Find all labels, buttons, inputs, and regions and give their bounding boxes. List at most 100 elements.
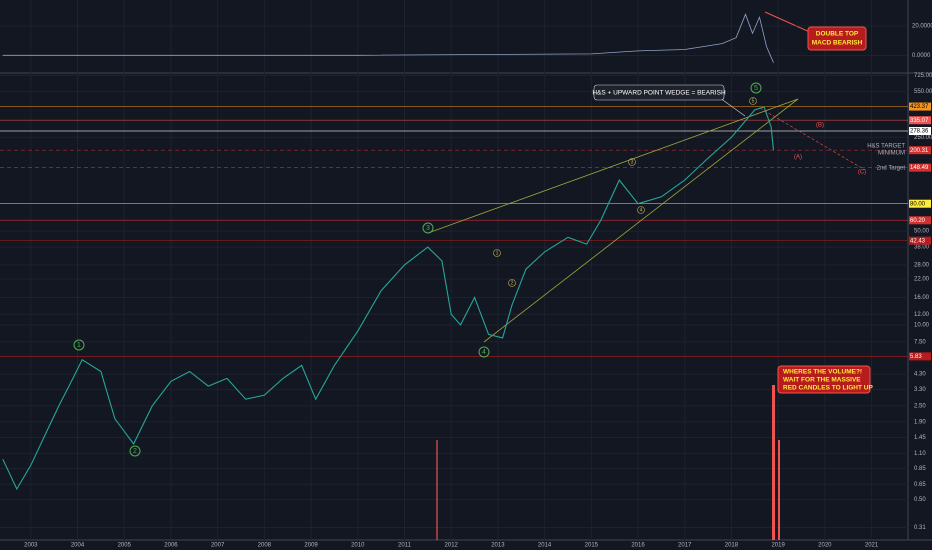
subwave-circle <box>508 279 516 287</box>
x-tick-label: 2009 <box>304 543 318 549</box>
price-tag-label: 200.31 <box>910 148 929 154</box>
annotation-text: WHERES THE VOLUME?! <box>783 369 862 376</box>
x-tick-label: 2010 <box>351 543 365 549</box>
x-tick-label: 2012 <box>445 543 459 549</box>
projection <box>759 107 866 171</box>
price-tag-label: 5.83 <box>910 354 922 360</box>
wave-label: 2 <box>133 448 137 455</box>
price-tag-label: 423.37 <box>910 104 929 110</box>
macd-line <box>2 13 774 63</box>
annotation-text: H&S + UPWARD POINT WEDGE = BEARISH <box>592 90 726 97</box>
y-tick-label: 725.00 <box>914 73 932 79</box>
y-tick-label: 38.00 <box>914 245 930 251</box>
wave-label: 3 <box>426 225 430 232</box>
x-tick-label: 2011 <box>398 543 412 549</box>
y-tick-label: 550.00 <box>914 89 932 95</box>
y-tick-label: 12.00 <box>914 312 930 318</box>
price-tag <box>909 216 931 225</box>
y-tick-label: 250.00 <box>914 135 932 141</box>
price-tag <box>909 199 931 208</box>
subwave-label: 5 <box>752 98 755 104</box>
wave-circle <box>478 346 490 358</box>
annotation-text: RED CANDLES TO LIGHT UP <box>783 385 873 392</box>
annotation-text: MINIMUM <box>878 151 905 157</box>
price-tag <box>909 102 931 111</box>
x-tick-label: 2019 <box>771 543 785 549</box>
y-tick-label: 10.00 <box>914 323 930 329</box>
corrective-label: (B) <box>816 123 824 129</box>
volume-bar <box>436 440 438 540</box>
y-tick-label: 1.10 <box>914 451 926 457</box>
x-tick-label: 2016 <box>631 543 645 549</box>
wave-circle <box>129 445 141 457</box>
y-tick-label: 28.00 <box>914 262 930 268</box>
volume-bar <box>778 440 780 540</box>
price-line <box>2 106 775 491</box>
x-tick-label: 2020 <box>818 543 832 549</box>
annotation-text: H&S TARGET <box>867 144 905 150</box>
subwave-circle <box>637 206 645 214</box>
price-tag-label: 80.00 <box>910 201 926 207</box>
y-tick-label: 50.00 <box>914 229 930 235</box>
subwave-label: 1 <box>496 250 499 256</box>
wave-label: 4 <box>482 349 486 356</box>
wedge-lower <box>483 98 799 343</box>
y-tick-label: 22.00 <box>914 277 930 283</box>
subwave-circle <box>493 249 501 257</box>
y-tick-label: 3.30 <box>914 387 926 393</box>
subwave-label: 4 <box>640 207 643 213</box>
y-tick-label: 0.65 <box>914 482 926 488</box>
wave-circle <box>73 339 85 351</box>
wave-circle <box>750 82 762 94</box>
annotation-box <box>777 365 871 394</box>
annotation-box <box>593 84 725 101</box>
price-tag-label: 335.07 <box>910 118 929 124</box>
x-tick-label: 2005 <box>118 543 132 549</box>
x-tick-label: 2021 <box>865 543 879 549</box>
corrective-label: (C) <box>858 170 866 176</box>
x-tick-label: 2008 <box>258 543 272 549</box>
y-tick-label: 4.30 <box>914 372 926 378</box>
subwave-label: 2 <box>511 280 514 286</box>
x-tick-label: 2014 <box>538 543 552 549</box>
y-tick-label: 1.90 <box>914 419 926 425</box>
y-tick-label: 7.50 <box>914 339 926 345</box>
price-tag-label: 278.36 <box>910 129 929 135</box>
y-tick-label: 1.45 <box>914 435 926 441</box>
pointer <box>719 97 746 117</box>
x-tick-label: 2003 <box>24 543 38 549</box>
price-tag-label: 148.49 <box>910 165 929 171</box>
wave-label: 1 <box>77 342 81 349</box>
y-tick-label: 0.85 <box>914 466 926 472</box>
subwave-circle <box>628 158 636 166</box>
macd-tick-label: 20.0000 <box>912 24 932 30</box>
wave-circle <box>422 222 434 234</box>
y-tick-label: 0.31 <box>914 525 926 531</box>
y-tick-label: 2.50 <box>914 403 926 409</box>
price-tag-label: 42.43 <box>910 238 926 244</box>
price-tag <box>909 116 931 125</box>
y-tick-label: 0.50 <box>914 497 926 503</box>
price-tag <box>909 146 931 155</box>
annotation-text: DOUBLE TOP <box>816 31 859 38</box>
x-tick-label: 2013 <box>491 543 505 549</box>
annotation-text: WAIT FOR THE MASSIVE <box>783 377 861 384</box>
pointer <box>764 11 813 34</box>
y-tick-label: 16.00 <box>914 295 930 301</box>
price-tag <box>909 127 931 136</box>
annotation-text: MACD BEARISH <box>812 40 863 47</box>
price-tag-label: 60.20 <box>910 218 926 224</box>
x-tick-label: 2006 <box>164 543 178 549</box>
wave-label: 5 <box>754 85 758 92</box>
x-tick-label: 2007 <box>211 543 225 549</box>
subwave-label: 3 <box>631 159 634 165</box>
corrective-label: (A) <box>794 155 802 161</box>
price-tag <box>909 163 931 172</box>
x-tick-label: 2004 <box>71 543 85 549</box>
x-tick-label: 2015 <box>585 543 599 549</box>
price-tag <box>909 352 931 361</box>
price-tag <box>909 236 931 245</box>
wedge-upper <box>427 98 799 234</box>
volume-bar <box>772 385 775 540</box>
